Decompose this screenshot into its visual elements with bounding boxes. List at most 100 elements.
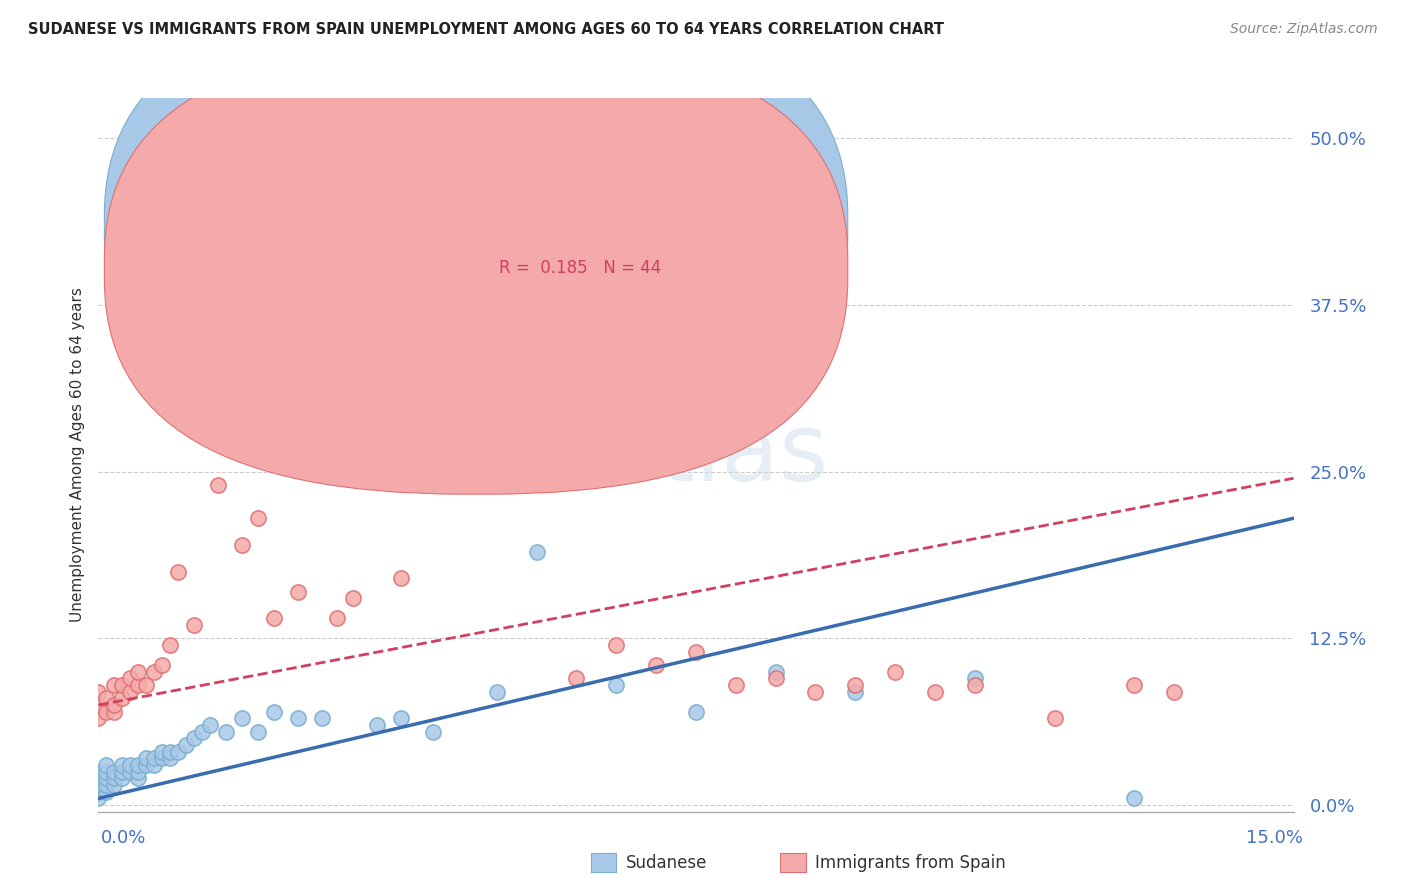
Point bbox=[103, 698, 125, 712]
Point bbox=[120, 684, 142, 698]
Point bbox=[135, 751, 157, 765]
Point bbox=[87, 684, 110, 698]
Point bbox=[87, 698, 110, 712]
Point bbox=[120, 671, 142, 685]
Point bbox=[127, 772, 149, 786]
Text: R = 0.550   N =  51: R = 0.550 N = 51 bbox=[499, 216, 661, 234]
Point bbox=[150, 751, 173, 765]
Point bbox=[103, 764, 125, 779]
Point bbox=[963, 671, 986, 685]
Point bbox=[765, 665, 787, 679]
Point bbox=[96, 778, 118, 792]
Point bbox=[87, 764, 110, 779]
Point bbox=[389, 711, 412, 725]
Point bbox=[150, 658, 173, 673]
Point bbox=[159, 638, 181, 652]
Point bbox=[231, 538, 253, 552]
Text: 0.0%: 0.0% bbox=[101, 829, 146, 847]
Point bbox=[174, 738, 197, 752]
Point bbox=[1043, 711, 1066, 725]
Point bbox=[645, 658, 668, 673]
Point bbox=[96, 785, 118, 799]
Point bbox=[96, 705, 118, 719]
Point bbox=[103, 778, 125, 792]
Point bbox=[96, 758, 118, 772]
Point bbox=[103, 678, 125, 692]
Point bbox=[183, 731, 205, 746]
Point bbox=[135, 758, 157, 772]
Point bbox=[844, 678, 866, 692]
Point bbox=[804, 684, 827, 698]
Point bbox=[884, 665, 907, 679]
Point bbox=[311, 711, 333, 725]
Point bbox=[263, 611, 285, 625]
Point bbox=[389, 571, 412, 585]
Text: 15.0%: 15.0% bbox=[1246, 829, 1303, 847]
Point bbox=[485, 225, 508, 239]
Point bbox=[87, 785, 110, 799]
Point bbox=[422, 724, 444, 739]
Y-axis label: Unemployment Among Ages 60 to 64 years: Unemployment Among Ages 60 to 64 years bbox=[69, 287, 84, 623]
Point bbox=[87, 791, 110, 805]
Point bbox=[159, 745, 181, 759]
Point bbox=[263, 705, 285, 719]
Point bbox=[366, 718, 388, 732]
Point bbox=[287, 711, 309, 725]
Point bbox=[111, 772, 134, 786]
Point bbox=[87, 711, 110, 725]
Point bbox=[143, 758, 166, 772]
Text: R =  0.185   N = 44: R = 0.185 N = 44 bbox=[499, 259, 661, 277]
FancyBboxPatch shape bbox=[104, 43, 848, 494]
Point bbox=[87, 778, 110, 792]
Point bbox=[963, 678, 986, 692]
Point bbox=[685, 645, 707, 659]
Point bbox=[765, 671, 787, 685]
Point bbox=[96, 772, 118, 786]
Point bbox=[96, 764, 118, 779]
Point bbox=[120, 758, 142, 772]
Point bbox=[724, 678, 747, 692]
Point bbox=[111, 764, 134, 779]
Text: SUDANESE VS IMMIGRANTS FROM SPAIN UNEMPLOYMENT AMONG AGES 60 TO 64 YEARS CORRELA: SUDANESE VS IMMIGRANTS FROM SPAIN UNEMPL… bbox=[28, 22, 943, 37]
Point bbox=[183, 618, 205, 632]
Text: Sudanese: Sudanese bbox=[626, 854, 707, 871]
Point bbox=[342, 591, 364, 606]
Point bbox=[231, 711, 253, 725]
Text: ZIP: ZIP bbox=[427, 409, 600, 501]
Point bbox=[1123, 791, 1146, 805]
Point bbox=[87, 772, 110, 786]
Point bbox=[135, 678, 157, 692]
Point bbox=[96, 691, 118, 706]
Point bbox=[143, 751, 166, 765]
Text: Source: ZipAtlas.com: Source: ZipAtlas.com bbox=[1230, 22, 1378, 37]
Point bbox=[215, 724, 238, 739]
Point bbox=[191, 724, 214, 739]
Point bbox=[127, 665, 149, 679]
Point bbox=[207, 478, 229, 492]
Point bbox=[127, 764, 149, 779]
Point bbox=[246, 724, 269, 739]
Point bbox=[111, 678, 134, 692]
Point bbox=[103, 705, 125, 719]
Point bbox=[159, 751, 181, 765]
Point bbox=[422, 358, 444, 372]
Point bbox=[526, 544, 548, 558]
Point bbox=[605, 678, 627, 692]
Point bbox=[924, 684, 946, 698]
Point bbox=[127, 758, 149, 772]
Point bbox=[167, 745, 190, 759]
Point bbox=[103, 772, 125, 786]
Text: Immigrants from Spain: Immigrants from Spain bbox=[815, 854, 1007, 871]
Point bbox=[844, 684, 866, 698]
Point bbox=[685, 705, 707, 719]
Point bbox=[287, 584, 309, 599]
Point bbox=[143, 665, 166, 679]
Point bbox=[167, 565, 190, 579]
Point bbox=[150, 745, 173, 759]
Point bbox=[605, 638, 627, 652]
Point bbox=[111, 758, 134, 772]
Point bbox=[565, 671, 588, 685]
Point bbox=[127, 678, 149, 692]
Point bbox=[485, 684, 508, 698]
Point bbox=[120, 764, 142, 779]
